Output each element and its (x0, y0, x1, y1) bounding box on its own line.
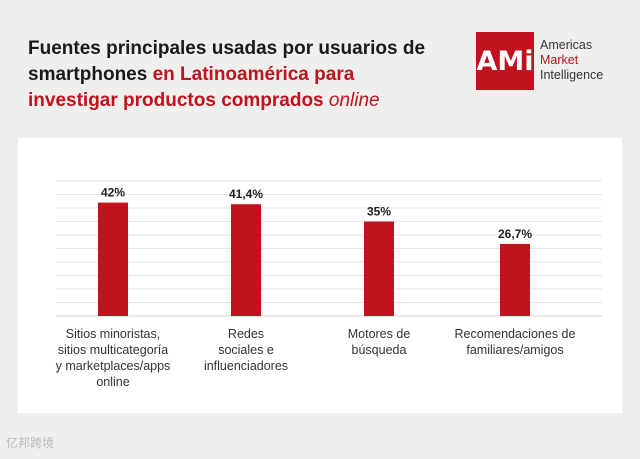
category-label-line: influenciadores (203, 359, 289, 373)
category-label-line: sociales e (218, 343, 274, 357)
category-label-2: Redes sociales e influenciadores (166, 326, 326, 374)
category-label-3: Motores de búsqueda (299, 326, 459, 358)
bar-2 (231, 204, 261, 316)
category-label-line: Recomendaciones de (454, 327, 576, 341)
title-italic-part: online (328, 90, 380, 111)
category-label-line: sitios multicategoría (57, 343, 169, 357)
category-label-line: familiares/amigos (466, 343, 564, 357)
ami-logo-text: Americas Market Intelligence (540, 38, 603, 83)
title-red-part: en Latinoamérica para investigar product… (28, 64, 380, 111)
category-label-line: Redes (227, 327, 265, 341)
category-label-line: y marketplaces/apps (55, 359, 171, 373)
bar-1 (98, 202, 128, 316)
ami-logo-mark: AMi (476, 32, 534, 90)
category-label-line: Sitios minoristas, (65, 327, 161, 341)
bar-chart: 42% 41,4% 35% 26,7% (56, 180, 602, 317)
value-label-4: 26,7% (498, 227, 532, 241)
chart-title: Fuentes principales usadas por usuarios … (28, 36, 448, 114)
chart-panel: 42% 41,4% 35% 26,7% Sitios minoristas, sitio… (18, 138, 622, 413)
logo-line-2: Market (540, 53, 579, 67)
bar-3 (364, 221, 394, 316)
category-label-line: búsqueda (351, 343, 407, 357)
value-label-1: 42% (101, 186, 125, 200)
category-label-1: Sitios minoristas, sitios multicategoría y… (33, 326, 193, 390)
category-label-4: Recomendaciones de familiares/amigos (435, 326, 595, 358)
watermark: 亿邦跨境 (6, 436, 55, 450)
logo-line-3: Intelligence (540, 68, 604, 82)
category-label-line: Motores de (347, 327, 411, 341)
value-label-2: 41,4% (229, 187, 263, 201)
ami-logo: AMi Americas Market Intelligence (476, 32, 626, 90)
category-label-line: online (96, 375, 130, 389)
logo-line-1: Americas (540, 38, 593, 52)
bar-4 (500, 243, 530, 316)
value-label-3: 35% (367, 205, 391, 219)
title-black-part: Fuentes principales usadas por usuarios … (28, 38, 426, 85)
